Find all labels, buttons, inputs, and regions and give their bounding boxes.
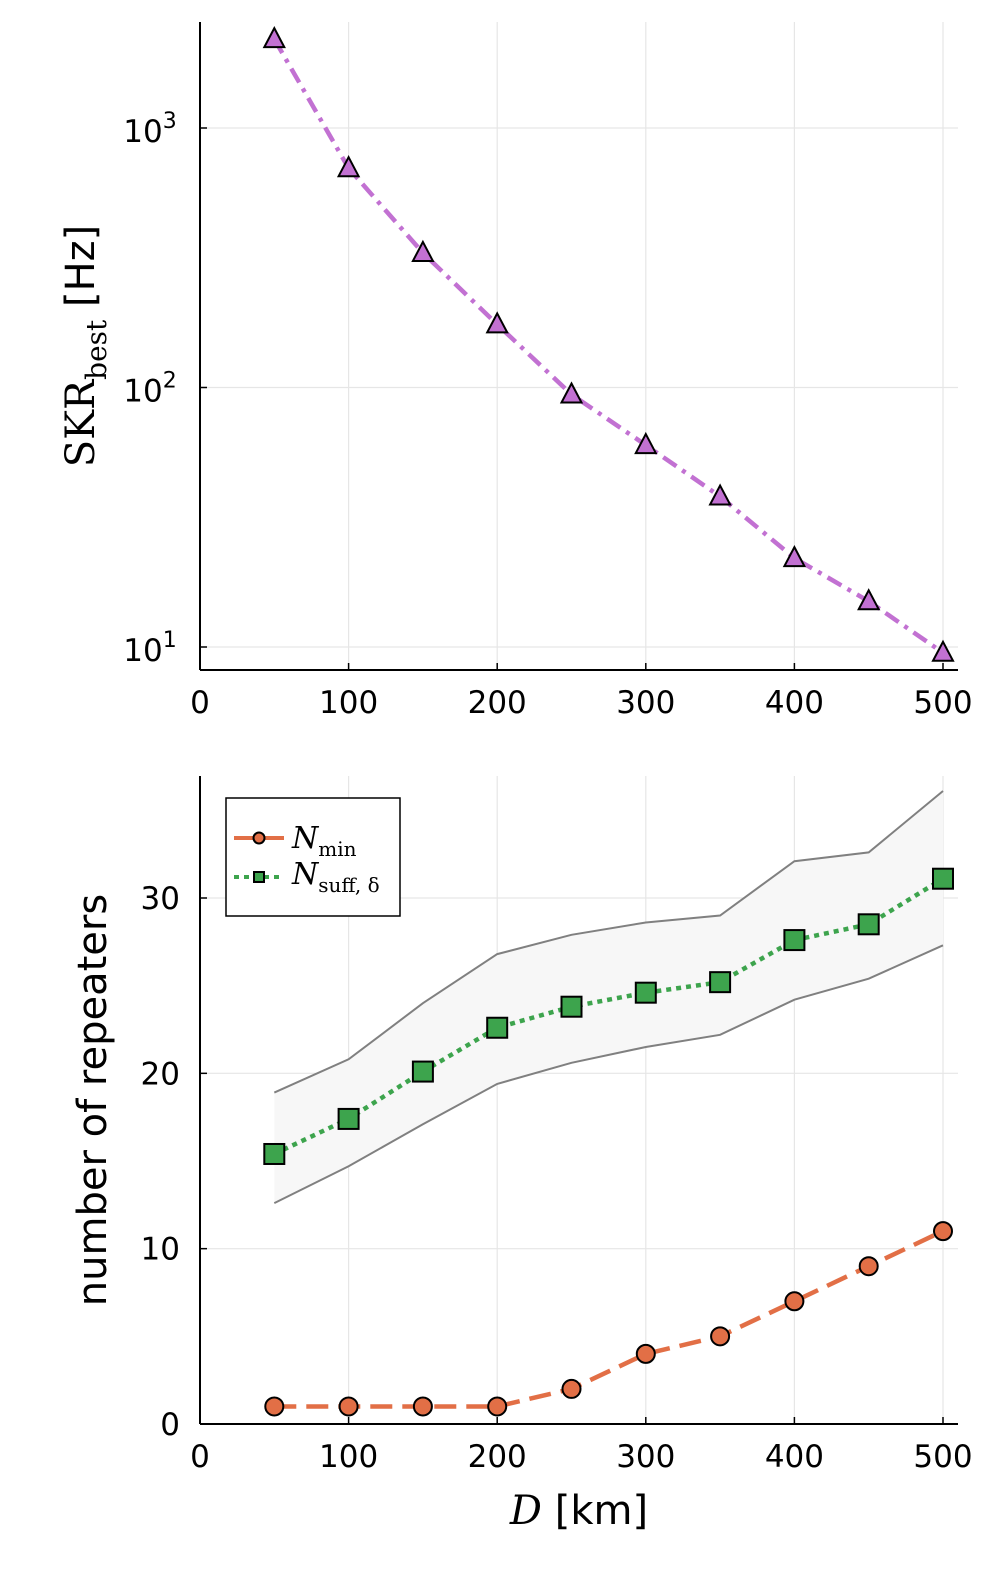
nmin-point	[561, 1378, 582, 1399]
bottom-y-tick-label: 10	[141, 1232, 180, 1268]
nmin-point	[487, 1396, 508, 1417]
nmin-point	[858, 1256, 879, 1277]
nmin-point	[264, 1396, 285, 1417]
skr-point	[634, 431, 658, 455]
skr-line	[272, 37, 945, 655]
bottom-x-label: D [km]	[509, 1488, 648, 1534]
nsuff-point	[337, 1107, 360, 1130]
top-x-tick-label: 500	[913, 685, 972, 721]
top-y-tick-label: 103	[123, 109, 176, 150]
nsuff-point	[634, 981, 657, 1004]
bottom-x-tick-label: 200	[468, 1439, 527, 1475]
nsuff-point	[709, 971, 732, 994]
legend: Nmin Nsuff, δ	[225, 797, 401, 917]
legend-nmin-marker	[252, 831, 266, 845]
legend-nmin-label: Nmin	[291, 821, 357, 861]
skr-point	[559, 381, 584, 404]
nmin-point	[412, 1396, 433, 1417]
bottom-y-tick-label: 20	[141, 1056, 180, 1092]
nmin-line	[274, 1229, 944, 1409]
bottom-y-tick-label: 30	[141, 881, 180, 917]
band-upper-line	[273, 790, 944, 1094]
nsuff-point	[560, 995, 583, 1018]
confidence-band	[274, 791, 943, 1204]
nmin-markers	[264, 1221, 953, 1417]
bottom-y-tick-label: 0	[160, 1407, 180, 1443]
nsuff-point	[486, 1016, 509, 1039]
nsuff-point	[411, 1060, 434, 1083]
legend-nsuff-label: Nsuff, δ	[291, 857, 380, 897]
nsuff-line	[273, 876, 945, 1157]
skr-point	[931, 639, 955, 662]
skr-markers	[262, 25, 955, 662]
top-y-tick-label: 102	[123, 369, 176, 410]
skr-point	[336, 155, 361, 178]
bottom-x-tick-label: 0	[190, 1439, 210, 1475]
nsuff-markers	[263, 867, 954, 1165]
legend-box	[225, 797, 401, 917]
legend-nsuff-marker	[253, 871, 265, 883]
bottom-x-tick-label: 400	[765, 1439, 824, 1475]
repeaters-panel: 0 100 200 300 400 500 0 10 20 30 Nmin Nsuff, δ n…	[70, 776, 973, 1534]
top-x-tick-label: 0	[190, 685, 210, 721]
skr-panel: 0 100 200 300 400 500 101 102 103 SKRbest [Hz]	[58, 22, 973, 721]
top-x-tick-label: 400	[765, 685, 824, 721]
nmin-point	[338, 1396, 359, 1417]
nsuff-point	[857, 913, 880, 936]
bottom-y-ticks: 0 10 20 30	[141, 881, 180, 1443]
top-gridlines	[199, 22, 958, 670]
bottom-x-tick-label: 100	[319, 1439, 378, 1475]
bottom-x-ticks: 0 100 200 300 400 500	[190, 1439, 972, 1475]
bottom-y-label: number of repeaters	[70, 894, 116, 1306]
top-x-tick-label: 100	[319, 685, 378, 721]
band-lower-line	[273, 944, 944, 1204]
skr-point	[262, 25, 286, 49]
bottom-x-tick-label: 300	[616, 1439, 675, 1475]
skr-point	[857, 588, 881, 611]
skr-point	[485, 311, 509, 334]
top-x-tick-label: 200	[468, 685, 527, 721]
nmin-point	[635, 1343, 656, 1364]
nsuff-point	[783, 929, 806, 952]
skr-point	[411, 239, 435, 262]
top-y-label: SKRbest [Hz]	[58, 225, 113, 468]
nsuff-point	[263, 1142, 286, 1165]
skr-point	[782, 544, 807, 568]
nsuff-point	[932, 867, 954, 890]
top-x-ticks: 0 100 200 300 400 500	[190, 685, 972, 721]
nmin-point	[933, 1221, 953, 1242]
bottom-x-tick-label: 500	[913, 1439, 972, 1475]
nmin-point	[784, 1291, 805, 1312]
top-x-tick-label: 300	[616, 685, 675, 721]
nmin-point	[710, 1326, 731, 1347]
top-y-ticks: 101 102 103	[123, 109, 176, 669]
top-y-tick-label: 101	[123, 628, 176, 669]
skr-point	[708, 483, 732, 506]
